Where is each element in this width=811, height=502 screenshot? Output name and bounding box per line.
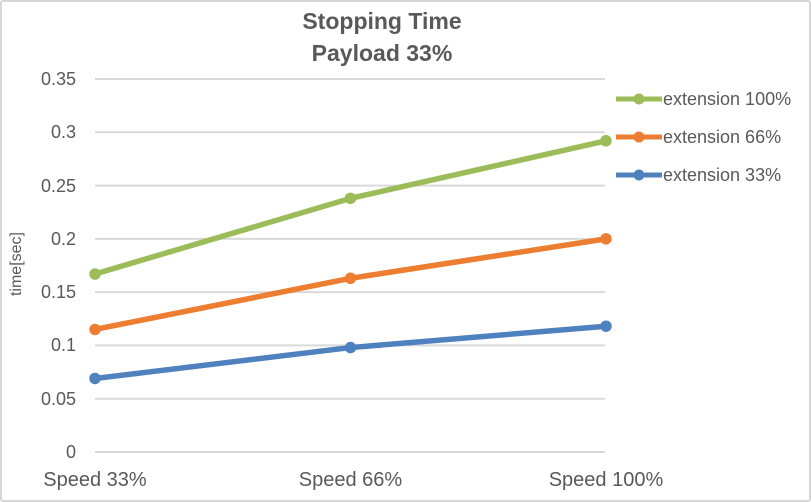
y-tick-label: 0.05 (40, 388, 76, 409)
legend-marker-icon (616, 93, 662, 105)
data-point-marker (600, 135, 612, 147)
data-point-marker (89, 268, 101, 280)
data-point-marker (600, 233, 612, 245)
x-tick-label: Speed 100% (548, 469, 664, 491)
legend-label: extension 66% (663, 126, 782, 147)
legend-item: extension 33% (616, 164, 791, 186)
chart-title-line2: Payload 33% (311, 40, 453, 66)
x-tick-label: Speed 33% (43, 469, 147, 491)
data-point-marker (344, 192, 357, 205)
data-point-marker (344, 341, 357, 354)
legend-label: extension 100% (663, 88, 792, 109)
legend: extension 100% extension 66% extension 33% (616, 88, 791, 202)
y-tick-label: 0.25 (40, 175, 76, 196)
y-tick-label: 0.3 (50, 122, 76, 143)
data-point-marker (89, 372, 101, 385)
chart-title-line1: Stopping Time (302, 8, 462, 34)
legend-marker-icon (616, 131, 662, 143)
chart-title: Stopping Time Payload 33% (2, 5, 762, 69)
legend-label: extension 33% (663, 164, 782, 185)
y-tick-label: 0.2 (50, 228, 76, 249)
legend-item: extension 100% (616, 88, 791, 110)
y-tick-label: 0.15 (40, 282, 76, 303)
y-tick-label: 0.1 (50, 335, 76, 356)
x-tick-label: Speed 66% (298, 469, 403, 491)
data-point-marker (89, 323, 101, 336)
data-point-marker (344, 272, 357, 285)
data-point-marker (600, 320, 612, 332)
series-line-0 (92, 138, 609, 277)
y-tick-label: 0 (65, 442, 76, 462)
y-tick-label: 0.35 (40, 69, 76, 89)
legend-item: extension 66% (616, 126, 791, 148)
legend-marker-icon (616, 169, 662, 181)
